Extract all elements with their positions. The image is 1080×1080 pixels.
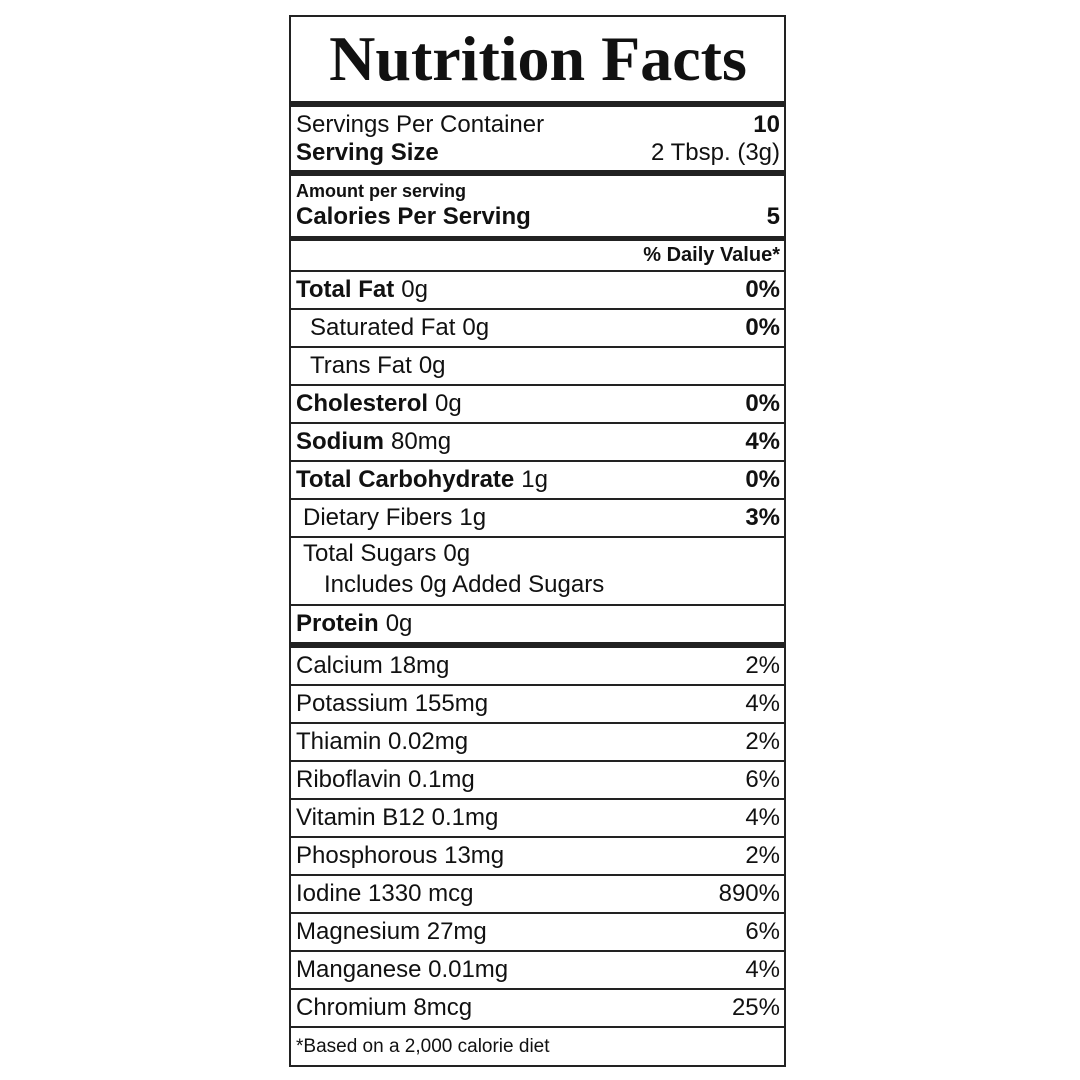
nutrient-text: Sodium 80mg: [296, 428, 451, 456]
nutrient-line: Dietary Fibers 1g: [303, 504, 486, 532]
vitamin-row: Potassium 155mg 4%: [291, 686, 784, 724]
vitamin-name: Chromium 8mcg: [296, 994, 473, 1021]
vitamin-row: Chromium 8mcg 25%: [291, 990, 784, 1028]
servings-label: Servings Per Container: [296, 110, 545, 138]
nutrient-amount: 0g: [462, 314, 490, 341]
vitamin-dv: 6%: [745, 918, 780, 945]
nutrient-text: Saturated Fat 0g: [310, 314, 489, 342]
nutrient-dv: 0%: [745, 466, 780, 493]
vitamin-name: Manganese 0.01mg: [296, 956, 509, 983]
calories-label: Calories Per Serving: [296, 203, 531, 230]
nutrient-row: Total Carbohydrate 1g 0%: [291, 462, 784, 500]
vitamin-dv: 4%: [745, 804, 780, 831]
nutrient-dv: 0%: [745, 390, 780, 417]
nutrient-name: Total Fat: [296, 276, 395, 303]
nutrient-text: Total Carbohydrate 1g: [296, 466, 548, 494]
calories-value: 5: [766, 203, 780, 230]
dv-header-row: % Daily Value*: [291, 241, 784, 272]
vitamin-dv: 2%: [745, 842, 780, 869]
title: Nutrition Facts: [329, 23, 747, 94]
nutrient-row: Cholesterol 0g 0%: [291, 386, 784, 424]
vitamin-row: Manganese 0.01mg 4%: [291, 952, 784, 990]
vitamin-row: Magnesium 27mg 6%: [291, 914, 784, 952]
vitamin-row: Riboflavin 0.1mg 6%: [291, 762, 784, 800]
nutrient-amount: 80mg: [391, 428, 452, 455]
serving-size-label: Serving Size: [296, 138, 439, 166]
footnote: *Based on a 2,000 calorie diet: [296, 1035, 550, 1057]
amount-label: Amount per serving: [296, 181, 467, 201]
nutrient-dv: 0%: [745, 314, 780, 341]
nutrient-name: Protein: [296, 610, 379, 637]
nutrient-text: Total Fat 0g: [296, 276, 428, 304]
nutrient-text: Total Sugars 0g Includes 0g Added Sugars: [303, 538, 604, 600]
nutrient-row: Total Sugars 0g Includes 0g Added Sugars: [291, 538, 784, 606]
vitamin-dv: 890%: [718, 880, 780, 907]
nutrient-text: Protein 0g: [296, 610, 412, 638]
nutrient-name: Sodium: [296, 428, 384, 455]
nutrient-line: Sodium 80mg: [296, 428, 451, 456]
nutrient-text: Dietary Fibers 1g: [303, 504, 486, 532]
nutrient-line: Protein 0g: [296, 610, 412, 638]
vitamin-row: Iodine 1330 mcg 890%: [291, 876, 784, 914]
vitamin-row: Thiamin 0.02mg 2%: [291, 724, 784, 762]
nutrient-line: Saturated Fat 0g: [310, 314, 489, 342]
vitamin-name: Thiamin 0.02mg: [296, 728, 469, 755]
serving-size-value: 2 Tbsp. (3g): [651, 138, 780, 166]
vitamin-dv: 4%: [745, 956, 780, 983]
nutrient-name: Cholesterol: [296, 390, 429, 417]
nutrient-row: Protein 0g: [291, 606, 784, 648]
servings-value: 10: [753, 110, 780, 138]
nutrient-dv: 4%: [745, 428, 780, 455]
vitamin-name: Phosphorous 13mg: [296, 842, 505, 869]
nutrient-line: Total Sugars 0g: [303, 538, 604, 569]
nutrient-row: Trans Fat 0g: [291, 348, 784, 386]
nutrient-name: Dietary Fibers: [303, 504, 453, 531]
vitamin-dv: 25%: [731, 994, 780, 1021]
vitamin-name: Iodine 1330 mcg: [296, 880, 474, 907]
nutrient-amount: 0g: [418, 352, 446, 379]
nutrient-row: Sodium 80mg 4%: [291, 424, 784, 462]
vitamin-name: Magnesium 27mg: [296, 918, 487, 945]
vitamin-name: Calcium 18mg: [296, 652, 450, 679]
nutrient-text: Trans Fat 0g: [310, 352, 446, 380]
vitamin-row: Phosphorous 13mg 2%: [291, 838, 784, 876]
vitamin-dv: 2%: [745, 652, 780, 679]
vitamin-dv: 2%: [745, 728, 780, 755]
nutrient-amount: 1g: [459, 504, 487, 531]
nutrient-row: Saturated Fat 0g 0%: [291, 310, 784, 348]
footnote-row: *Based on a 2,000 calorie diet: [291, 1028, 784, 1065]
nutrient-line: Total Fat 0g: [296, 276, 428, 304]
nutrient-name: Trans Fat: [310, 352, 412, 379]
nutrient-amount: 1g: [521, 466, 548, 493]
nutrient-name: Total Carbohydrate: [296, 466, 515, 493]
title-row: Nutrition Facts: [291, 17, 784, 107]
nutrient-line: Total Carbohydrate 1g: [296, 466, 548, 494]
serving-block: Servings Per Container 10 Serving Size 2 T…: [291, 107, 784, 176]
nutrient-text: Cholesterol 0g: [296, 390, 462, 418]
nutrient-name: Saturated Fat: [310, 314, 456, 341]
vitamin-name: Potassium 155mg: [296, 690, 489, 717]
nutrient-amount: 0g: [385, 610, 413, 637]
nutrient-amount: 0g: [443, 540, 471, 567]
nutrient-row: Dietary Fibers 1g 3%: [291, 500, 784, 538]
vitamin-name: Riboflavin 0.1mg: [296, 766, 475, 793]
vitamin-dv: 4%: [745, 690, 780, 717]
nutrient-name: Total Sugars: [303, 540, 437, 567]
calories-block: Amount per serving Calories Per Serving 5: [291, 176, 784, 241]
nutrient-amount: 0g: [401, 276, 428, 303]
vitamin-dv: 6%: [745, 766, 780, 793]
nutrient-amount: 0g: [435, 390, 462, 417]
vitamin-name: Vitamin B12 0.1mg: [296, 804, 499, 831]
vitamin-row: Vitamin B12 0.1mg 4%: [291, 800, 784, 838]
nutrient-sub: Includes 0g Added Sugars: [324, 571, 605, 598]
nutrient-dv: 3%: [745, 504, 780, 531]
vitamin-row: Calcium 18mg 2%: [291, 648, 784, 686]
nutrient-dv: 0%: [745, 276, 780, 303]
nutrition-label: Nutrition Facts Servings Per Container 10…: [289, 15, 786, 1067]
nutrient-line: Cholesterol 0g: [296, 390, 462, 418]
dv-header: % Daily Value*: [643, 244, 780, 266]
nutrient-row: Total Fat 0g 0%: [291, 272, 784, 310]
nutrient-line: Trans Fat 0g: [310, 352, 446, 380]
